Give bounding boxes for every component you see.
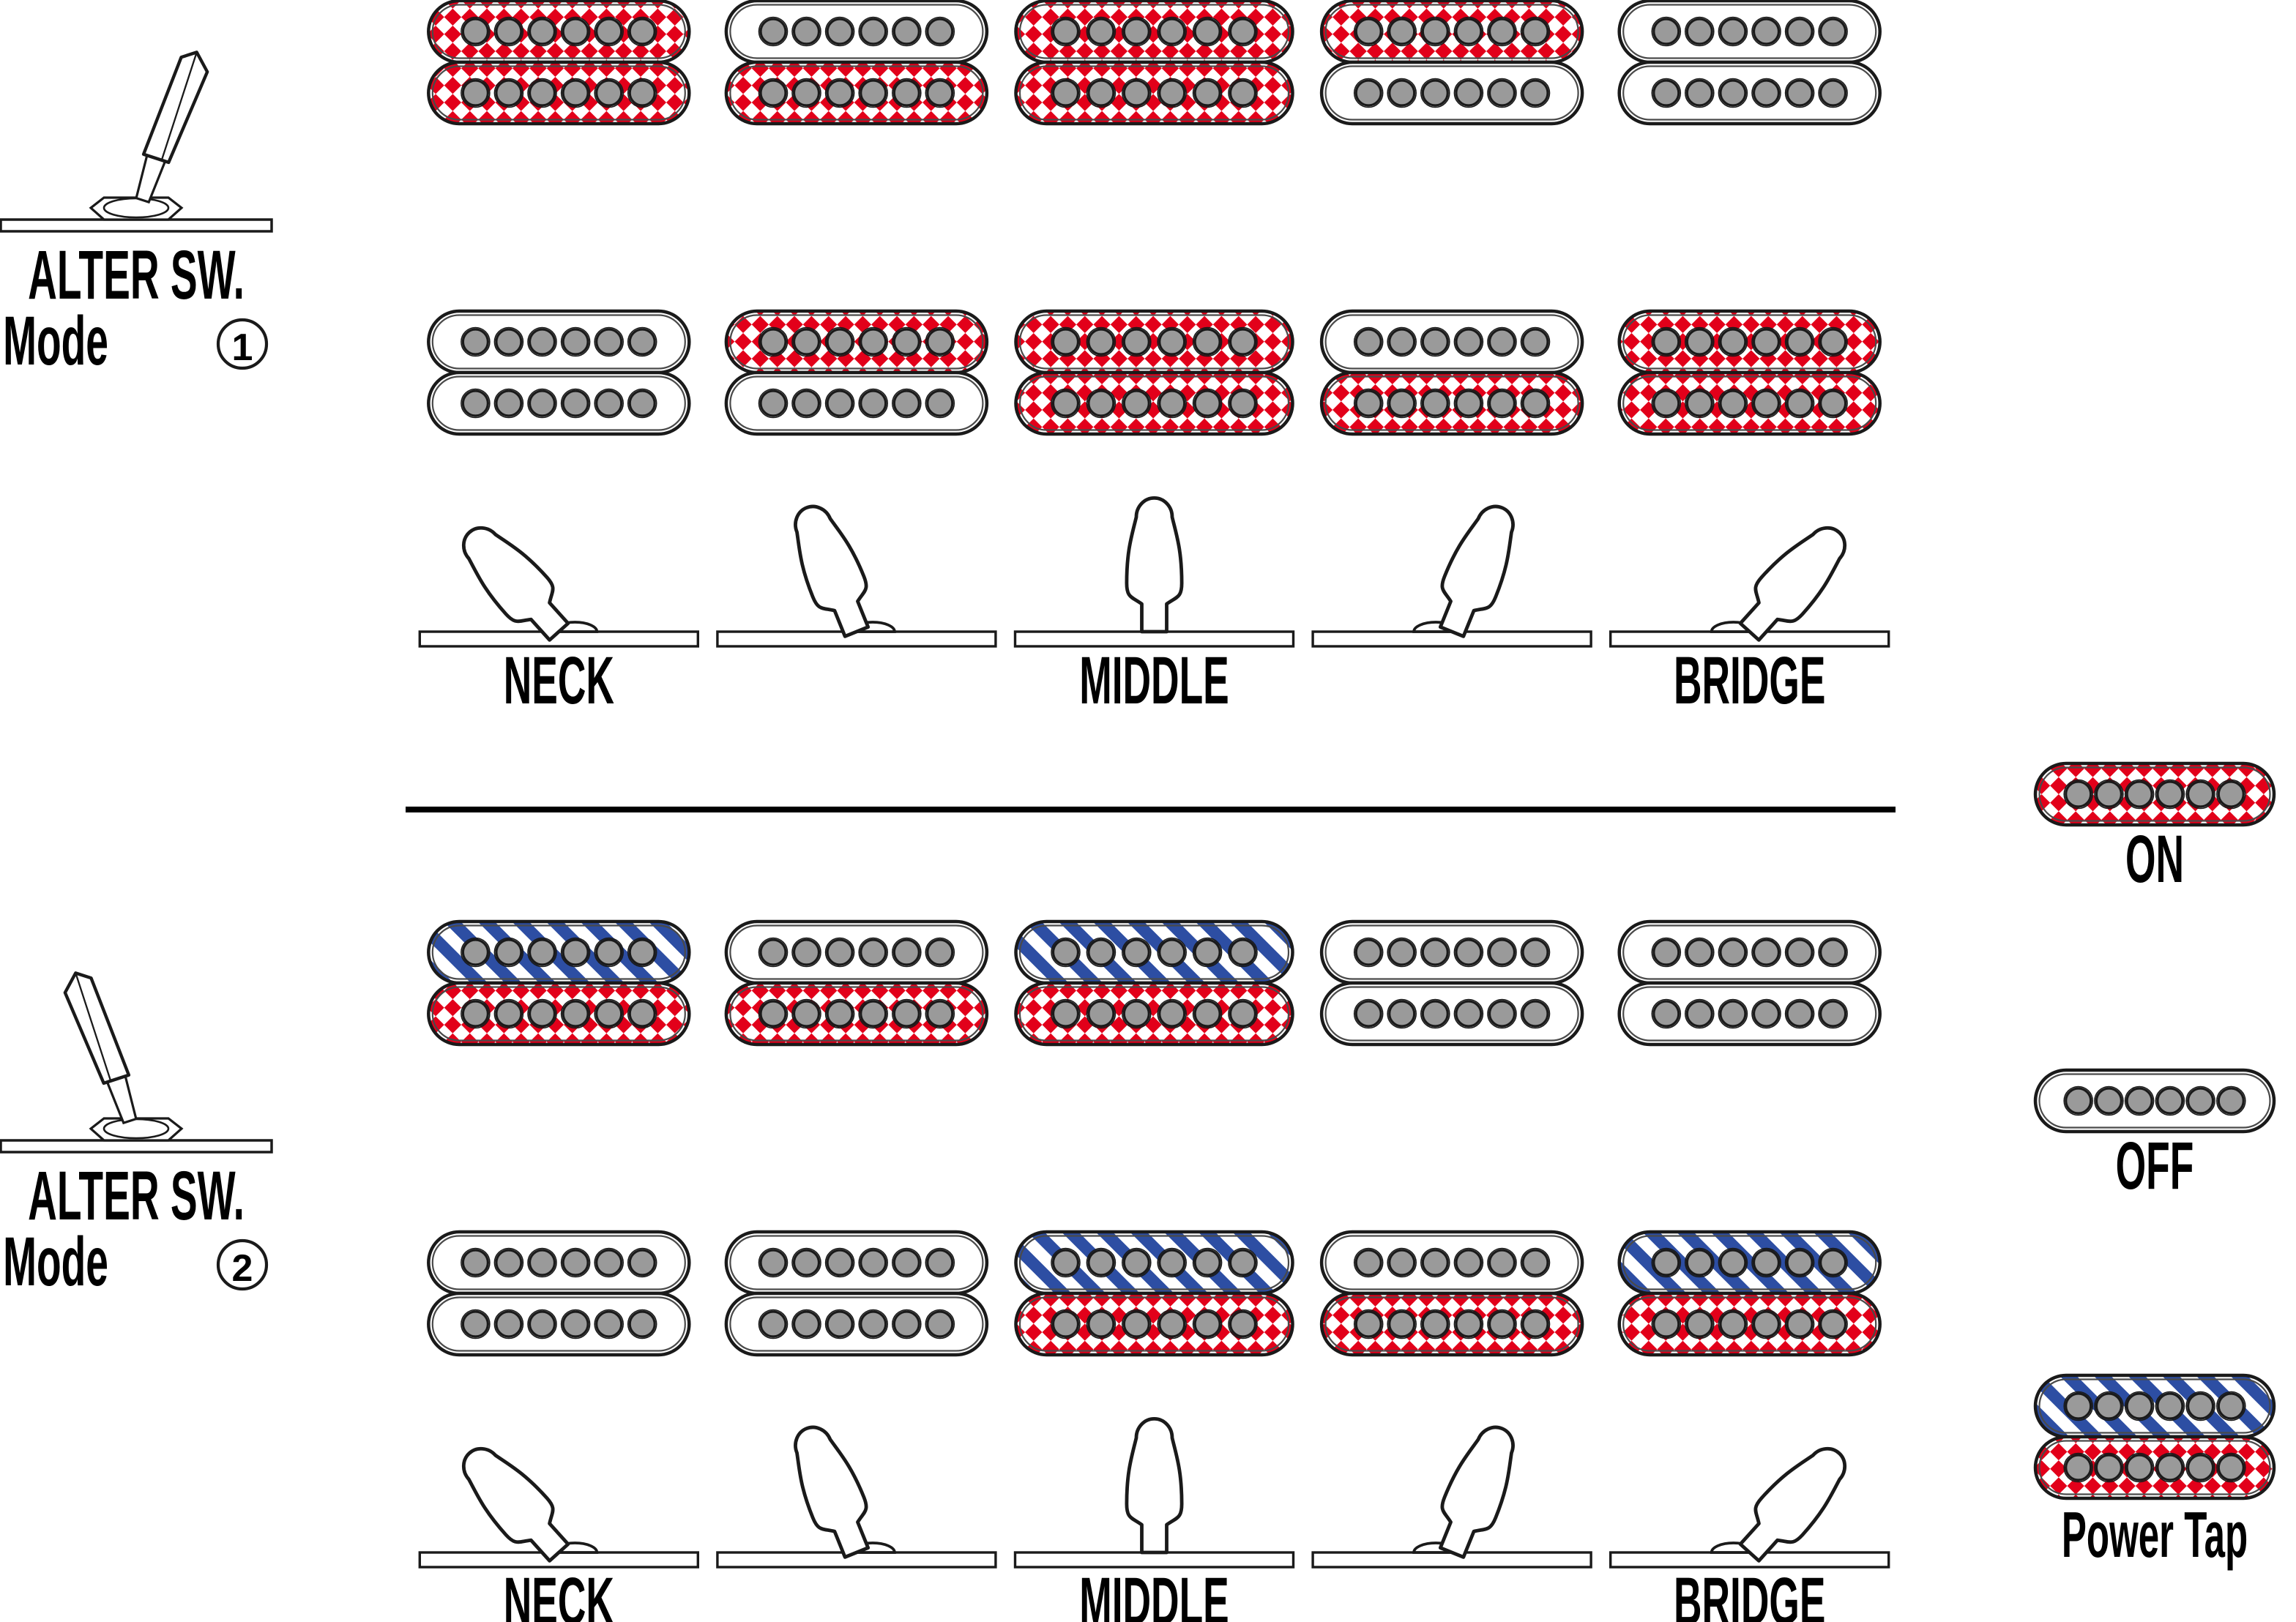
svg-text:MIDDLE: MIDDLE — [1079, 643, 1229, 718]
svg-text:NECK: NECK — [504, 643, 614, 718]
svg-text:OFF: OFF — [2116, 1128, 2194, 1203]
svg-text:ON: ON — [2125, 821, 2184, 897]
svg-text:MIDDLE: MIDDLE — [1079, 1563, 1229, 1622]
svg-text:BRIDGE: BRIDGE — [1674, 1563, 1825, 1622]
svg-text:NECK: NECK — [504, 1563, 614, 1622]
svg-text:BRIDGE: BRIDGE — [1674, 643, 1825, 718]
svg-text:Power Tap: Power Tap — [2062, 1500, 2248, 1571]
svg-text:1: 1 — [232, 326, 253, 369]
svg-text:Mode: Mode — [3, 1224, 108, 1301]
svg-text:Mode: Mode — [3, 303, 108, 380]
svg-text:2: 2 — [232, 1247, 253, 1290]
